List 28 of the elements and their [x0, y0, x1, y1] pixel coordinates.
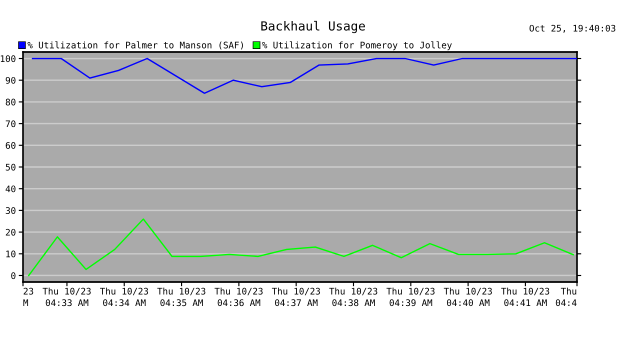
y-tick-label: 20 [6, 228, 16, 236]
y-tick-label: 60 [6, 142, 16, 149]
y-tick-label: 30 [6, 207, 16, 214]
x-tick-label: Thu 04:4 [556, 288, 577, 306]
y-tick-label: 90 [6, 76, 16, 84]
x-tick-label: Thu 10/23 04:37 AM [272, 288, 320, 306]
x-tick-label: Thu 10/23 04:34 AM [100, 288, 148, 306]
legend-label: % Utilization for Pomeroy to Jolley [262, 41, 452, 50]
y-tick-label: 0 [11, 272, 16, 280]
x-tick-label: Thu 10/23 04:40 AM [444, 288, 492, 306]
x-tick-label: Thu 10/23 04:39 AM [386, 288, 435, 306]
line-series [32, 58, 577, 94]
y-tick-label: 50 [6, 164, 16, 171]
x-tick-label: Thu 10/23 04:38 AM [329, 288, 378, 306]
x-tick-label: Thu 10/23 04:35 AM [157, 288, 206, 306]
y-tick-label: 70 [6, 120, 16, 128]
y-tick-label: 80 [6, 98, 16, 106]
x-tick-label: Thu 10/23 04:41 AM [501, 288, 550, 306]
y-tick-label: 40 [6, 185, 16, 192]
y-tick-label: 100 [0, 55, 16, 62]
x-tick-label: Thu 10/23 04:36 AM [214, 288, 263, 306]
x-tick-label: Thu 10/23 04:33 AM [42, 288, 91, 306]
text: Oct 25, 19:40:03 [530, 24, 616, 33]
y-tick-label: 10 [6, 250, 16, 258]
chart-title: Backhaul Usage [261, 20, 365, 34]
x-tick-label: 23 M [23, 288, 34, 306]
legend-label: % Utilization for Palmer to Manson (SAF) [28, 41, 243, 50]
line-series [28, 218, 574, 276]
